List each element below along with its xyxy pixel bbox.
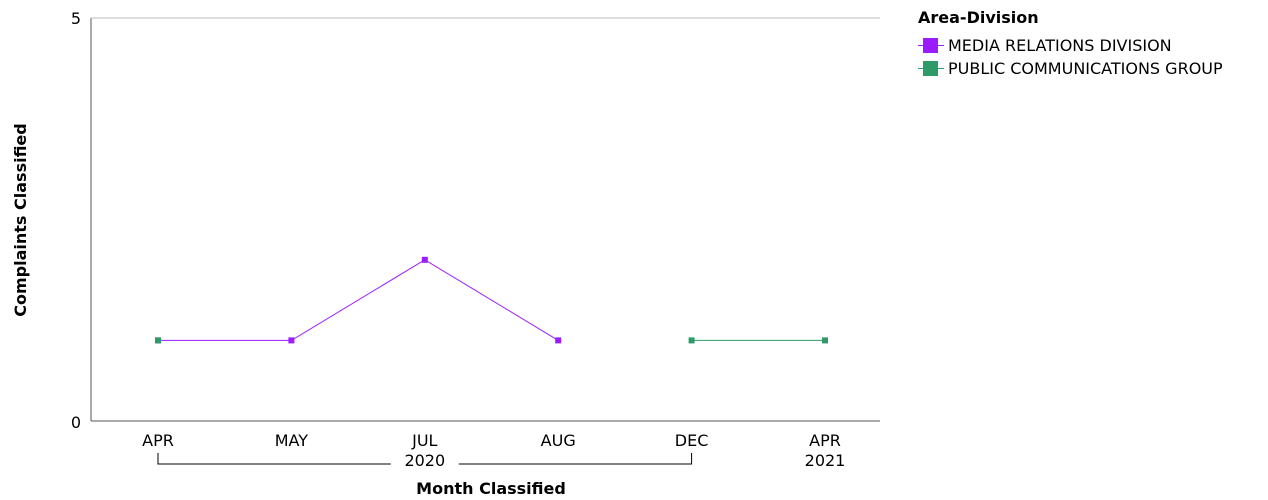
legend-swatch-public-communications <box>918 60 944 78</box>
x-tick-label-month: APR <box>142 431 174 450</box>
data-point <box>288 337 295 344</box>
x-tick-label-month: JUL <box>411 431 437 450</box>
x-tick-label-month: AUG <box>541 431 576 450</box>
x-axis-title: Month Classified <box>416 479 566 498</box>
x-tick-label-year: 2020 <box>404 451 445 470</box>
y-tick-label-max: 5 <box>71 9 81 28</box>
y-axis-title: Complaints Classified <box>11 123 30 316</box>
year-bracket-right <box>458 453 693 465</box>
legend-label-public-communications: PUBLIC COMMUNICATIONS GROUP <box>948 59 1223 78</box>
year-bracket-left <box>157 453 391 465</box>
x-tick-label-month: APR <box>809 431 841 450</box>
legend-swatch-media-relations <box>918 37 944 55</box>
legend: Area-Division MEDIA RELATIONS DIVISION P… <box>918 8 1223 80</box>
data-point <box>155 337 161 344</box>
data-point <box>421 256 428 263</box>
data-point <box>822 337 828 344</box>
line-chart: 5 0 Complaints Classified Month Classifi… <box>11 9 880 498</box>
legend-label-media-relations: MEDIA RELATIONS DIVISION <box>948 36 1172 55</box>
series-line <box>158 259 559 341</box>
legend-title: Area-Division <box>918 8 1039 27</box>
y-tick-label-min: 0 <box>71 413 81 432</box>
legend-item-public-communications[interactable]: PUBLIC COMMUNICATIONS GROUP <box>918 57 1223 80</box>
x-tick-label-month: MAY <box>275 431 309 450</box>
x-tick-label-year: 2021 <box>805 451 846 470</box>
x-tick-label-month: DEC <box>675 431 709 450</box>
data-point <box>555 337 562 344</box>
data-point <box>688 337 695 344</box>
legend-item-media-relations[interactable]: MEDIA RELATIONS DIVISION <box>918 34 1223 57</box>
